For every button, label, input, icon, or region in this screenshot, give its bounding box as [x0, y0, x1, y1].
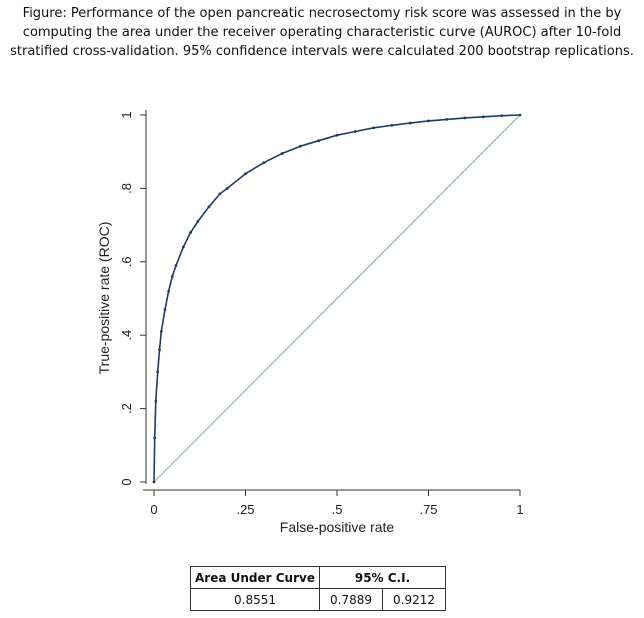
roc-point	[174, 264, 178, 267]
roc-point	[335, 133, 339, 137]
y-tick-label: .6	[119, 256, 134, 267]
y-tick-label: .4	[119, 330, 134, 341]
roc-point	[408, 121, 412, 125]
roc-point	[390, 123, 394, 127]
auc-table: Area Under Curve 95% C.I. 0.8551 0.7889 …	[190, 566, 446, 611]
roc-point	[189, 231, 193, 234]
roc-point	[196, 220, 200, 223]
roc-point	[427, 119, 430, 123]
auc-value: 0.8551	[190, 588, 320, 611]
roc-point	[156, 370, 160, 374]
roc-point	[482, 115, 485, 119]
roc-chart: 0 .25 .5 .75 1 0 .2 .4 .6 .8 1 False-positive rate T…	[96, 110, 524, 535]
roc-point	[280, 152, 284, 155]
roc-point	[218, 192, 222, 196]
roc-point	[154, 399, 158, 403]
ci-header: 95% C.I.	[319, 566, 446, 589]
roc-point	[153, 436, 157, 440]
x-tick-label: 1	[516, 502, 523, 517]
roc-point	[170, 275, 174, 278]
x-tick-label: .5	[332, 502, 343, 517]
auc-header: Area Under Curve	[190, 566, 320, 589]
caption-line-3: stratified cross-validation. 95% confide…	[10, 44, 634, 59]
roc-point	[445, 118, 449, 121]
roc-point	[317, 139, 321, 143]
roc-point	[158, 348, 161, 352]
roc-point	[159, 330, 163, 333]
x-axis-label: False-positive rate	[280, 519, 395, 535]
roc-point	[207, 205, 211, 209]
x-tick-label: 0	[150, 502, 157, 517]
caption-line-2: computing the area under the receiver op…	[22, 25, 622, 40]
roc-point	[372, 126, 375, 130]
auc-table-header-row: Area Under Curve 95% C.I.	[190, 566, 446, 589]
roc-point	[244, 172, 247, 176]
roc-point	[463, 116, 467, 120]
roc-point	[262, 161, 266, 165]
y-tick-label: .2	[119, 403, 134, 414]
y-axis-label: True-positive rate (ROC)	[96, 222, 112, 375]
roc-point	[299, 144, 302, 148]
roc-point	[518, 113, 522, 117]
roc-curve-line	[153, 114, 521, 483]
y-tick-label: .8	[119, 183, 134, 194]
roc-point	[152, 480, 156, 484]
y-tick-label: 0	[119, 478, 134, 485]
roc-point	[500, 114, 504, 118]
x-tick-label: .25	[236, 502, 254, 517]
figure-caption: Figure: Performance of the open pancreat…	[0, 4, 644, 61]
caption-line-1: Figure: Performance of the open pancreat…	[22, 6, 622, 21]
roc-point	[181, 245, 185, 249]
roc-point	[353, 130, 357, 133]
roc-point	[167, 289, 171, 293]
roc-point	[163, 308, 167, 311]
roc-point	[225, 187, 229, 190]
reference-line	[153, 114, 521, 483]
y-tick-label: 1	[119, 111, 134, 118]
auc-table-value-row: 0.8551 0.7889 0.9212	[190, 588, 446, 611]
x-tick-label: .75	[419, 502, 437, 517]
ci-low-value: 0.7889	[319, 588, 383, 611]
ci-high-value: 0.9212	[382, 588, 446, 611]
